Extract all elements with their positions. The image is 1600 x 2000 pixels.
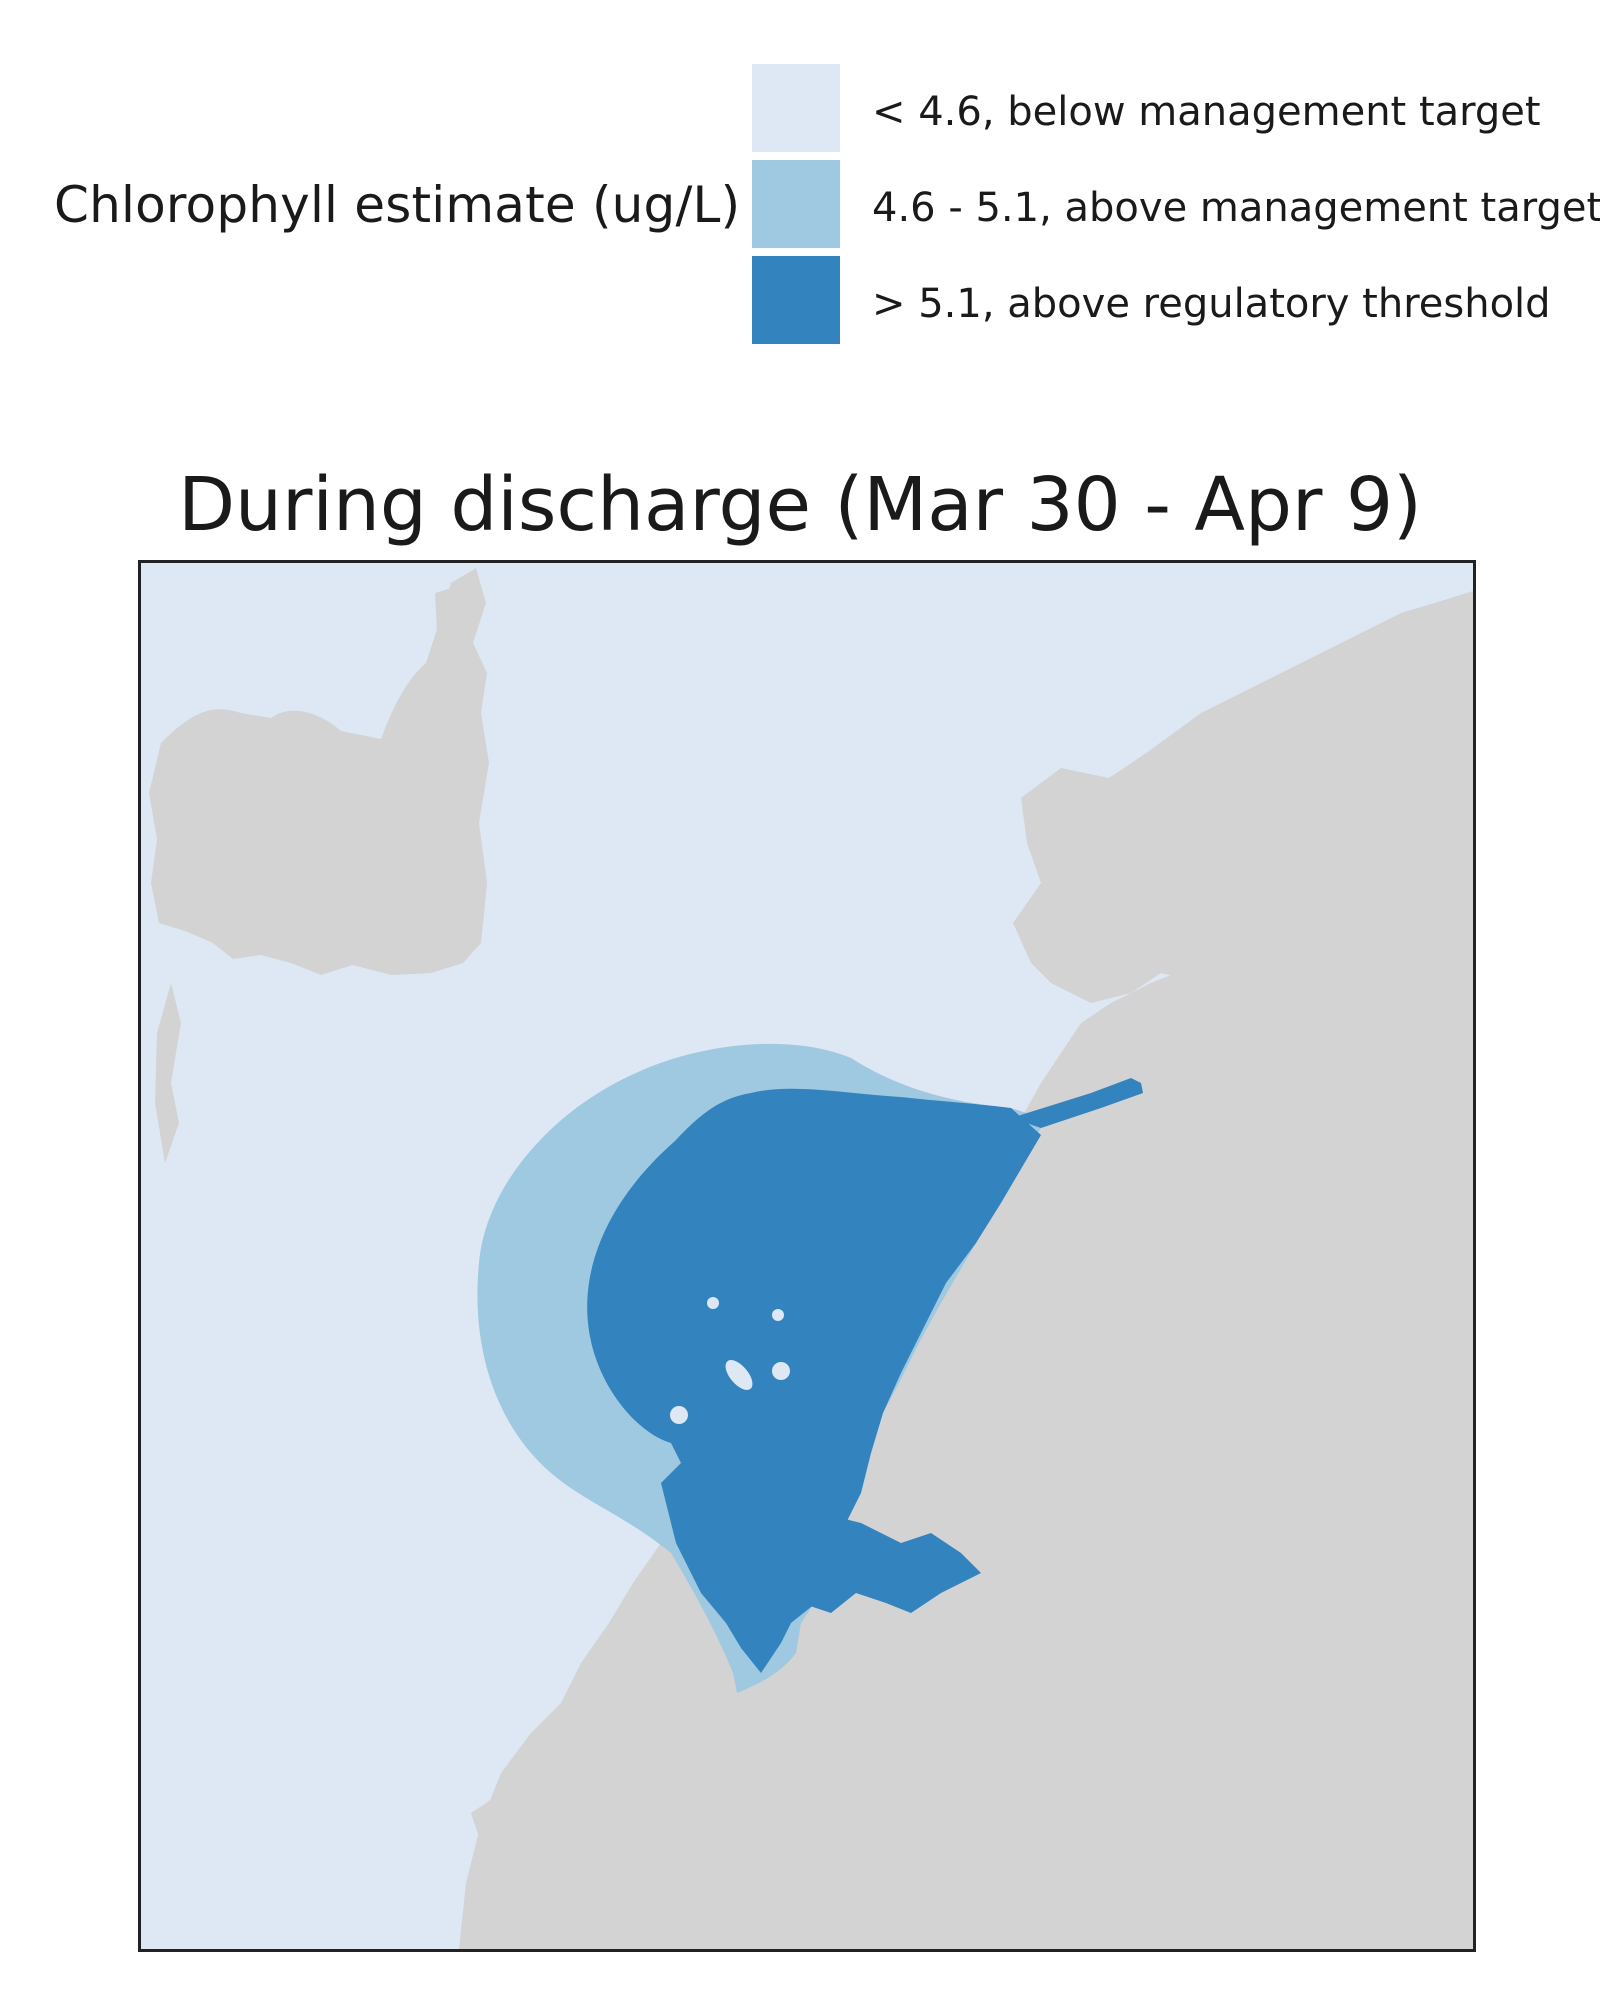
land-northwest-islet — [435, 585, 469, 655]
land-northwest-cape — [155, 983, 181, 1163]
legend-swatch-above-target — [752, 160, 840, 248]
island-5 — [670, 1406, 688, 1424]
legend-swatch-below-target — [752, 64, 840, 152]
legend-title: Chlorophyll estimate (ug/L) — [54, 176, 741, 234]
island-3 — [725, 1360, 753, 1390]
legend-label-below-target: < 4.6, below management target — [872, 89, 1541, 135]
zone-above-threshold-bay — [781, 1513, 981, 1613]
map-title: During discharge (Mar 30 - Apr 9) — [178, 462, 1422, 548]
legend-label-above-target: 4.6 - 5.1, above management target — [872, 185, 1600, 231]
zone-above-threshold — [587, 1088, 1041, 1673]
land-east-mainland — [459, 953, 1473, 1949]
land-northeast — [1013, 591, 1473, 1063]
legend-swatch-above-threshold — [752, 256, 840, 344]
land-northwest — [149, 568, 489, 975]
map-frame — [138, 560, 1476, 1952]
zone-above-threshold-river — [1011, 1078, 1143, 1128]
island-4 — [772, 1362, 790, 1380]
legend-label-above-threshold: > 5.1, above regulatory threshold — [872, 281, 1551, 327]
island-1 — [707, 1297, 719, 1309]
island-2 — [772, 1309, 784, 1321]
map-canvas — [141, 563, 1473, 1949]
land-southwest-islands — [471, 1763, 591, 1873]
